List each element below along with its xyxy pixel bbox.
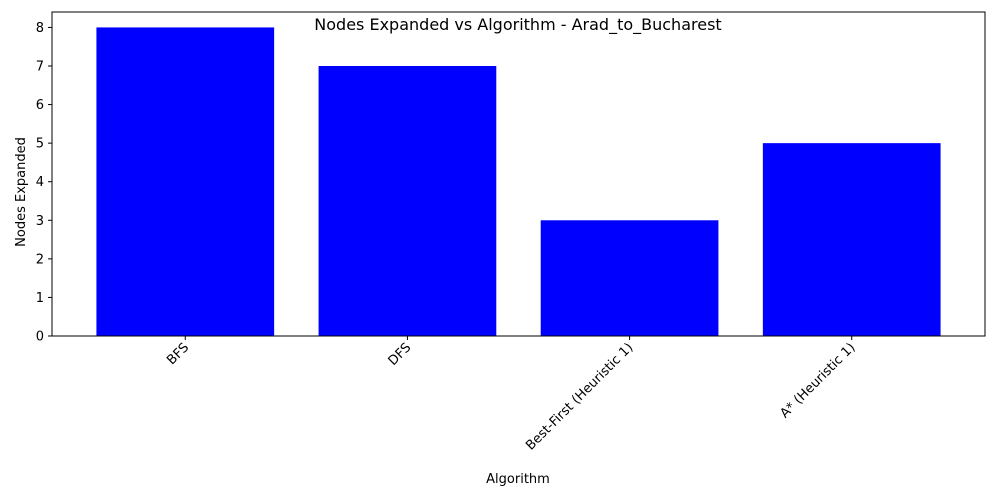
plot-frame bbox=[51, 11, 986, 337]
x-tick-label: DFS bbox=[386, 340, 415, 369]
y-tick-label: 4 bbox=[36, 175, 44, 190]
bar-0 bbox=[96, 27, 275, 337]
bar-1 bbox=[318, 66, 497, 336]
bar-2 bbox=[540, 220, 719, 336]
bars-layer bbox=[96, 27, 941, 337]
x-tick-label: BFS bbox=[164, 340, 192, 368]
y-tick-label: 2 bbox=[36, 252, 44, 267]
y-tick-label: 5 bbox=[36, 137, 44, 152]
x-tick-label: A* (Heuristic 1) bbox=[777, 340, 858, 421]
x-axis-label: Algorithm bbox=[486, 472, 550, 487]
bar-3 bbox=[762, 143, 941, 336]
chart-title: Nodes Expanded vs Algorithm - Arad_to_Bu… bbox=[314, 15, 721, 35]
x-tick-label: Best-First (Heuristic 1) bbox=[523, 340, 636, 453]
y-tick-label: 8 bbox=[36, 21, 44, 36]
y-tick-label: 1 bbox=[36, 291, 44, 306]
y-tick-label: 7 bbox=[36, 60, 44, 75]
y-axis-label: Nodes Expanded bbox=[14, 137, 29, 247]
y-axis: 0 1 2 3 4 5 6 7 8 bbox=[36, 21, 52, 345]
y-tick-label: 3 bbox=[36, 214, 44, 229]
y-tick-label: 6 bbox=[36, 98, 44, 113]
x-axis: BFS DFS Best-First (Heuristic 1) A* (Heuris… bbox=[164, 336, 859, 453]
y-tick-label: 0 bbox=[36, 330, 44, 345]
